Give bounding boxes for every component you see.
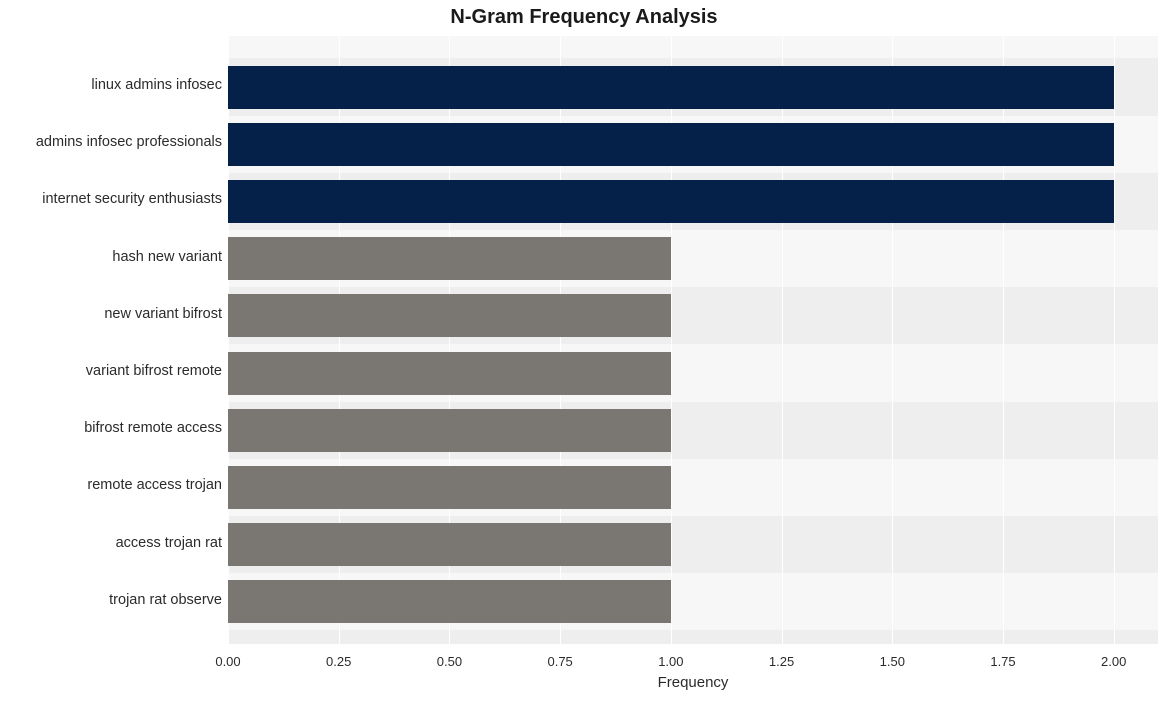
bar xyxy=(228,180,1114,223)
y-tick-label: variant bifrost remote xyxy=(2,363,222,379)
bar xyxy=(228,123,1114,166)
y-tick-label: access trojan rat xyxy=(2,535,222,551)
y-tick-label: bifrost remote access xyxy=(2,420,222,436)
x-tick-label: 1.25 xyxy=(769,654,794,669)
x-axis-label: Frequency xyxy=(228,674,1158,691)
y-tick-label: remote access trojan xyxy=(2,477,222,493)
x-tick-label: 0.25 xyxy=(326,654,351,669)
y-tick-label: linux admins infosec xyxy=(2,77,222,93)
x-tick-label: 1.00 xyxy=(658,654,683,669)
plot-band xyxy=(228,630,1158,644)
bar xyxy=(228,523,671,566)
y-tick-label: new variant bifrost xyxy=(2,306,222,322)
x-tick-label: 0.00 xyxy=(215,654,240,669)
x-tick-label: 0.50 xyxy=(437,654,462,669)
bar xyxy=(228,466,671,509)
y-tick-label: hash new variant xyxy=(2,249,222,265)
x-gridline xyxy=(1114,36,1115,644)
x-tick-label: 1.50 xyxy=(880,654,905,669)
bar xyxy=(228,237,671,280)
x-tick-label: 0.75 xyxy=(547,654,572,669)
plot-band xyxy=(228,36,1158,58)
y-tick-label: admins infosec professionals xyxy=(2,134,222,150)
x-tick-label: 2.00 xyxy=(1101,654,1126,669)
bar xyxy=(228,294,671,337)
y-tick-label: internet security enthusiasts xyxy=(2,191,222,207)
y-tick-label: trojan rat observe xyxy=(2,592,222,608)
bar xyxy=(228,409,671,452)
ngram-chart: N-Gram Frequency Analysis Frequency linu… xyxy=(0,0,1168,701)
plot-area xyxy=(228,36,1158,644)
bar xyxy=(228,66,1114,109)
bar xyxy=(228,352,671,395)
bar xyxy=(228,580,671,623)
chart-title: N-Gram Frequency Analysis xyxy=(0,6,1168,29)
x-tick-label: 1.75 xyxy=(990,654,1015,669)
